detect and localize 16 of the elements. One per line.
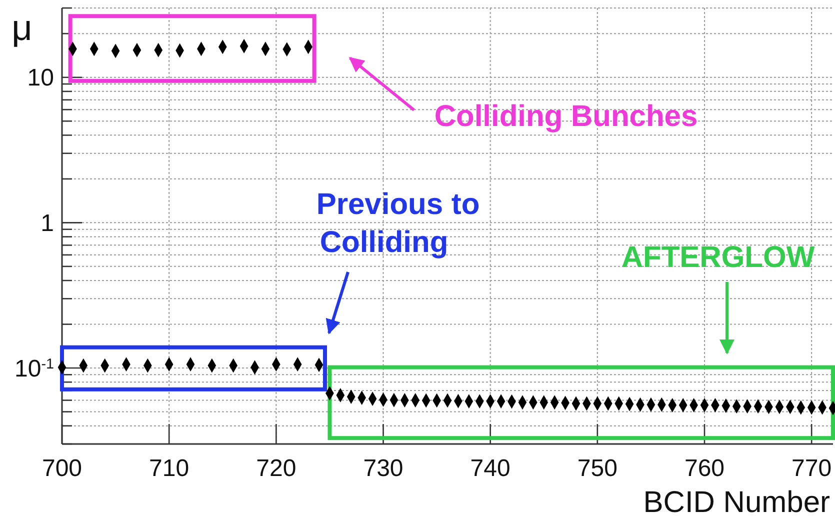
annotation: AFTERGLOW [621, 241, 816, 274]
x-tick-label: 750 [577, 455, 618, 482]
x-axis-title: BCID Number [643, 486, 830, 519]
x-tick-label: 720 [256, 455, 296, 482]
y-tick-label: 1 [40, 210, 54, 238]
y-tick-label: 10$^{-1}$ [14, 355, 54, 382]
x-tick-label: 760 [684, 455, 725, 482]
annotation: Previous to Colliding [316, 188, 480, 259]
y-axis-title: μ [12, 7, 32, 48]
x-tick-label: 700 [42, 455, 82, 482]
y-tick-label: 10 [27, 64, 54, 92]
x-tick-label: 770 [792, 455, 832, 482]
x-tick-label: 710 [149, 455, 190, 482]
x-tick-label: 740 [470, 455, 510, 482]
x-tick-label: 730 [363, 455, 404, 482]
annotation: Colliding Bunches [434, 100, 698, 133]
